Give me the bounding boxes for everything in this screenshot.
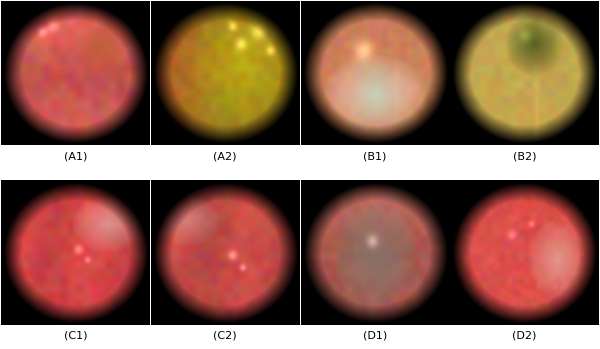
Text: (C2): (C2): [214, 330, 237, 340]
Text: (B2): (B2): [513, 151, 536, 161]
Text: (D2): (D2): [512, 330, 537, 340]
Text: (A1): (A1): [64, 151, 87, 161]
Text: (A2): (A2): [214, 151, 237, 161]
Text: (B1): (B1): [363, 151, 386, 161]
Text: (D1): (D1): [363, 330, 387, 340]
Text: (C1): (C1): [64, 330, 87, 340]
